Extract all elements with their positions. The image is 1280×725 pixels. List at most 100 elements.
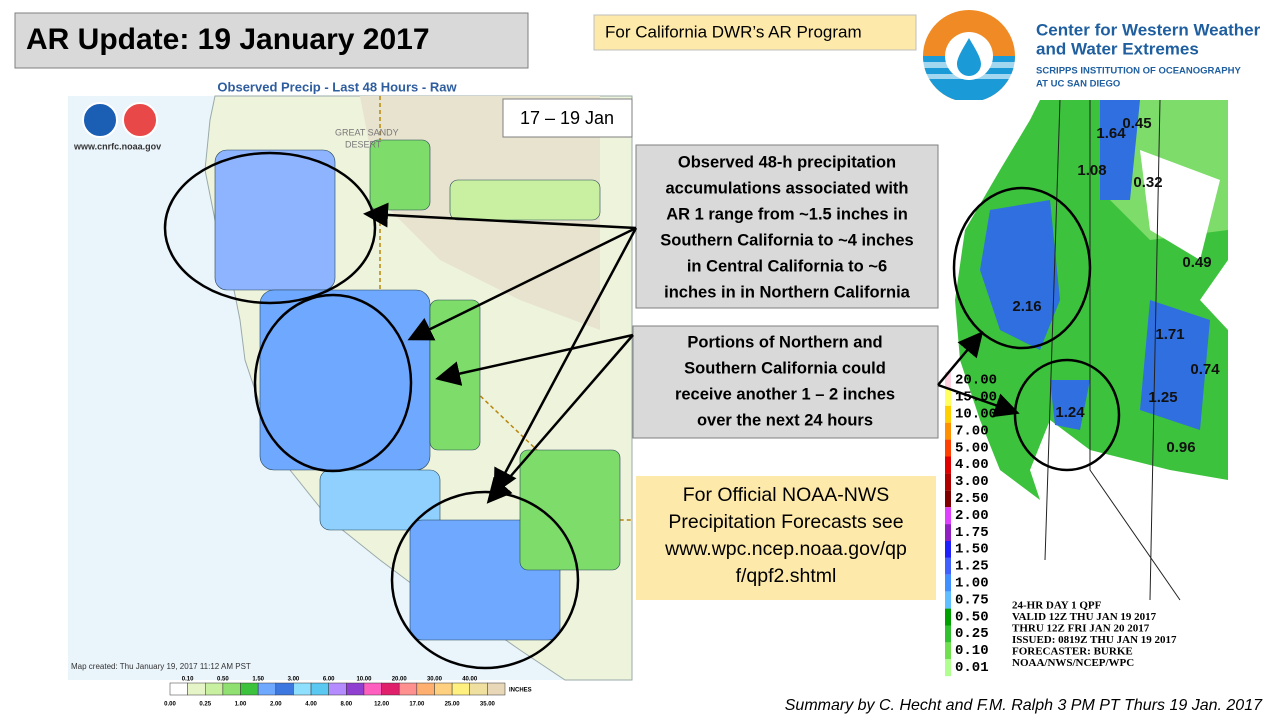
legend-label: 40.00 xyxy=(462,677,478,683)
legend-unit: INCHES xyxy=(509,688,532,694)
qpf-amount: 0.96 xyxy=(1166,439,1195,456)
legend-label: 1.00 xyxy=(955,576,989,592)
legend-swatch xyxy=(945,557,951,575)
qpf-amount: 0.45 xyxy=(1122,115,1151,132)
qpf-amount: 1.25 xyxy=(1148,389,1177,406)
date-box xyxy=(502,98,633,138)
legend-label: 3.00 xyxy=(955,474,989,490)
map-created: Map created: Thu January 19, 2017 11:12 … xyxy=(71,662,251,671)
callout-line: in Central California to ~6 xyxy=(687,257,887,275)
callout-box xyxy=(635,144,939,309)
callout-line: over the next 24 hours xyxy=(697,411,873,429)
legend-label: 0.50 xyxy=(955,609,989,625)
legend-label: 2.00 xyxy=(270,702,282,708)
legend-swatch xyxy=(945,591,951,609)
legend-swatch xyxy=(187,682,206,696)
legend-swatch xyxy=(945,372,951,389)
qpf-amount: 0.49 xyxy=(1182,254,1211,271)
legend-label: 1.50 xyxy=(252,677,264,683)
callout: Observed 48-h precipitation accumulations… xyxy=(660,153,914,301)
callout-line: f/qpf2.shtml xyxy=(736,565,837,587)
legend-label: 10.00 xyxy=(356,677,372,683)
callout-line: receive another 1 – 2 inches xyxy=(675,385,895,403)
legend-label: 0.00 xyxy=(164,702,176,708)
legend-label: 1.50 xyxy=(955,542,989,558)
legend-label: 0.25 xyxy=(955,626,989,642)
callout-line: www.wpc.ncep.noaa.gov/qp xyxy=(664,538,907,560)
qpf-amount: 1.24 xyxy=(1055,404,1085,421)
legend-swatch xyxy=(169,682,188,696)
legend-label: 10.00 xyxy=(955,407,997,423)
legend-label: 2.00 xyxy=(955,508,989,524)
callout-line: Southern California could xyxy=(684,359,886,377)
legend-label: 1.75 xyxy=(955,525,989,541)
qpf-amount: 0.74 xyxy=(1190,361,1220,378)
legend-swatch xyxy=(205,682,224,696)
qpf-legend: 20.0015.0010.007.005.004.003.002.502.001… xyxy=(945,372,997,677)
qpf-amount: 0.32 xyxy=(1133,174,1162,191)
legend-swatch xyxy=(451,682,470,696)
legend-swatch xyxy=(275,682,294,696)
title-box xyxy=(14,12,529,69)
legend-swatch xyxy=(945,608,951,626)
callout: For Official NOAA-NWS Precipitation Forec… xyxy=(664,484,907,587)
qpf-caption-line: NOAA/NWS/NCEP/WPC xyxy=(1012,657,1134,669)
legend-label: 20.00 xyxy=(392,677,408,683)
callout-line: Portions of Northern and xyxy=(687,333,882,351)
callout-line: accumulations associated with xyxy=(666,179,909,197)
place-label: GREAT SANDY xyxy=(335,127,399,137)
legend-swatch xyxy=(945,507,951,525)
legend-swatch xyxy=(346,682,365,696)
qpf-map xyxy=(942,99,1228,601)
map-source: www.cnrfc.noaa.gov xyxy=(73,141,161,151)
legend-label: 30.00 xyxy=(427,677,443,683)
legend-label: 1.25 xyxy=(955,559,989,575)
logo-name: Center for Western Weather xyxy=(1036,20,1261,39)
program: For California DWR’s AR Program xyxy=(605,22,862,41)
precip-map xyxy=(68,95,633,681)
logo-institution: AT UC SAN DIEGO xyxy=(1036,79,1120,90)
legend-swatch xyxy=(328,682,347,696)
logo xyxy=(923,10,1015,102)
legend-swatch xyxy=(945,405,951,423)
callout-line: Precipitation Forecasts see xyxy=(668,511,903,533)
legend-label: 20.00 xyxy=(955,373,997,389)
legend-swatch xyxy=(381,682,400,696)
legend-label: 7.00 xyxy=(955,423,989,439)
legend-label: 25.00 xyxy=(445,702,461,708)
qpf-caption-line: THRU 12Z FRI JAN 20 2017 xyxy=(1012,623,1150,635)
callout-line: AR 1 range from ~1.5 inches in xyxy=(666,205,908,223)
legend-swatch xyxy=(945,541,951,558)
legend-label: 4.00 xyxy=(955,457,989,473)
legend-swatch xyxy=(434,682,453,696)
qpf-amounts: 0.451.64 1.08 0.32 2.16 0.49 1.71 0.74 1.24 1.25… xyxy=(1012,115,1220,456)
legend-label: 5.00 xyxy=(955,440,989,456)
legend-swatch xyxy=(945,439,951,457)
annotations xyxy=(163,151,1020,670)
legend-swatch xyxy=(469,682,488,696)
qpf-caption-line: FORECASTER: BURKE xyxy=(1012,646,1133,658)
legend-label: 0.25 xyxy=(199,702,211,708)
footer: Summary by C. Hecht and F.M. Ralph 3 PM … xyxy=(785,697,1263,714)
qpf-caption-line: 24-HR DAY 1 QPF xyxy=(1012,600,1102,612)
legend-swatch xyxy=(293,682,312,696)
legend-swatch xyxy=(945,625,951,643)
qpf-caption-line: VALID 12Z THU JAN 19 2017 xyxy=(1012,611,1157,623)
legend-swatch xyxy=(945,642,951,660)
legend-label: 6.00 xyxy=(323,677,335,683)
legend-swatch xyxy=(945,524,951,541)
legend-label: 3.00 xyxy=(288,677,300,683)
legend-swatch xyxy=(416,682,435,696)
qpf-amount: 1.71 xyxy=(1155,326,1184,343)
legend-swatch xyxy=(310,682,329,696)
legend-swatch xyxy=(398,682,418,696)
legend-label: 0.10 xyxy=(955,643,989,659)
qpf-amount: 1.64 xyxy=(1096,125,1126,142)
legend-label: 0.50 xyxy=(217,677,229,683)
map-title: Observed Precip - Last 48 Hours - Raw xyxy=(217,79,457,94)
title: AR Update: 19 January 2017 xyxy=(26,23,430,56)
legend-swatch xyxy=(945,574,951,592)
callout-line: inches in in Northern California xyxy=(664,283,911,301)
callout-box xyxy=(632,325,939,439)
